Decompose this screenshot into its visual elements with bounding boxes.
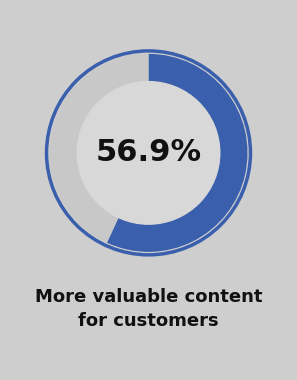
Text: More valuable content
for customers: More valuable content for customers <box>35 288 262 331</box>
Text: 56.9%: 56.9% <box>95 138 202 167</box>
Circle shape <box>77 82 220 224</box>
Wedge shape <box>107 54 247 252</box>
Wedge shape <box>50 54 148 243</box>
